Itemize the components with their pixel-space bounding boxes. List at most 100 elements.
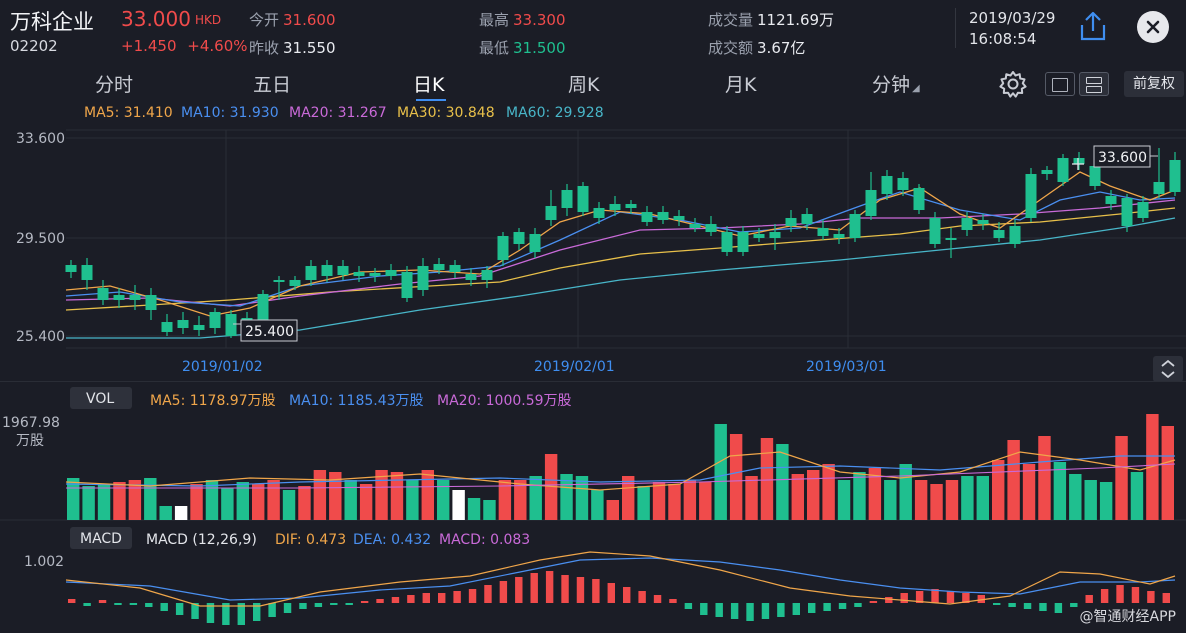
macd-value-legend: MACD: 0.083 bbox=[439, 532, 530, 548]
volume-bar bbox=[467, 498, 481, 520]
candlestick bbox=[737, 226, 749, 256]
macd-bar bbox=[499, 581, 508, 603]
tab-monthly-k[interactable]: 月K bbox=[725, 74, 757, 96]
current-price: 33.000 bbox=[121, 7, 191, 31]
candle-body bbox=[561, 190, 573, 208]
stock-code: 02202 bbox=[10, 37, 58, 55]
tab-daily-k[interactable]: 日K bbox=[413, 74, 445, 96]
candle-body bbox=[289, 280, 301, 286]
svg-text:25.400: 25.400 bbox=[245, 324, 294, 340]
macd-bar bbox=[345, 603, 353, 605]
volume-bar bbox=[1161, 426, 1174, 520]
ma20-line bbox=[65, 199, 1176, 307]
volume-bar bbox=[961, 476, 974, 520]
volume-bar bbox=[683, 480, 697, 520]
close-button[interactable] bbox=[1137, 11, 1169, 43]
crosshair-icon bbox=[1072, 158, 1084, 170]
date-tick: 2019/02/01 bbox=[534, 359, 615, 375]
volume-bar bbox=[714, 424, 727, 520]
tab-intraday[interactable]: 分时 bbox=[95, 74, 134, 96]
volume-bar bbox=[760, 438, 774, 520]
candle-body bbox=[273, 280, 285, 282]
quote-datetime: 2019/03/29 16:08:54 bbox=[969, 8, 1055, 50]
candle-body bbox=[513, 232, 525, 244]
macd-bar bbox=[885, 597, 893, 603]
candlestick bbox=[449, 260, 461, 278]
macd-bar bbox=[746, 603, 754, 621]
candle-body bbox=[1073, 158, 1085, 164]
prev-close-price: 昨收 31.550 bbox=[249, 39, 336, 57]
macd-bar bbox=[1131, 587, 1140, 603]
candle-body bbox=[1009, 226, 1021, 244]
candle-body bbox=[1169, 160, 1181, 192]
candle-body bbox=[321, 265, 333, 276]
volume-bar bbox=[514, 480, 527, 520]
candlestick bbox=[1121, 194, 1133, 232]
single-pane-button[interactable] bbox=[1045, 72, 1075, 96]
volume-bar bbox=[1130, 472, 1144, 520]
macd-max-tick: 1.002 bbox=[24, 554, 64, 570]
macd-bar bbox=[592, 579, 600, 603]
share-button[interactable] bbox=[1076, 9, 1110, 43]
macd-bar bbox=[360, 601, 369, 603]
share-icon bbox=[1080, 11, 1106, 41]
macd-bar bbox=[98, 600, 107, 603]
macd-bar bbox=[823, 603, 831, 611]
macd-bar bbox=[114, 603, 122, 605]
volume-bar bbox=[97, 484, 111, 520]
candlestick bbox=[897, 172, 909, 196]
candlestick bbox=[225, 310, 237, 338]
candlestick bbox=[1009, 220, 1021, 248]
volume-bar bbox=[128, 480, 142, 520]
tab-minute[interactable]: 分钟 ◢ bbox=[872, 70, 920, 97]
tab-weekly-k[interactable]: 周K bbox=[568, 74, 600, 96]
volume-bar bbox=[699, 482, 712, 520]
kline-chart-area[interactable]: MA5: 31.410 MA10: 31.930 MA20: 31.267 MA… bbox=[0, 100, 1186, 633]
price-tick: 29.500 bbox=[16, 231, 65, 247]
macd-bar bbox=[1100, 589, 1109, 603]
settings-button[interactable] bbox=[997, 68, 1029, 100]
candlestick bbox=[1025, 168, 1037, 222]
candle-body bbox=[897, 178, 909, 190]
turnover: 成交额 3.67亿 bbox=[708, 39, 806, 57]
candle-body bbox=[881, 176, 893, 194]
candle-body bbox=[385, 270, 397, 276]
macd-bar bbox=[977, 595, 985, 603]
macd-bar bbox=[638, 591, 646, 603]
macd-bar bbox=[1070, 603, 1078, 607]
candle-body bbox=[785, 218, 797, 226]
candlestick bbox=[609, 196, 621, 216]
candlestick bbox=[913, 184, 925, 214]
volume-bar bbox=[344, 480, 357, 520]
candlestick bbox=[817, 220, 829, 240]
macd-bar bbox=[268, 603, 276, 617]
candle-body bbox=[65, 265, 77, 272]
price-adjust-button[interactable]: 前复权 bbox=[1124, 71, 1184, 97]
candlestick bbox=[1073, 152, 1085, 170]
volume-bar bbox=[868, 468, 882, 520]
gear-icon bbox=[999, 71, 1027, 98]
volume-bar bbox=[637, 486, 650, 520]
dea-line bbox=[65, 557, 1176, 601]
macd-bar bbox=[530, 573, 538, 603]
candlestick bbox=[65, 260, 77, 278]
tab-five-day[interactable]: 五日 bbox=[253, 74, 292, 96]
volume-bar bbox=[190, 484, 203, 520]
candlestick bbox=[993, 222, 1005, 242]
dual-pane-button[interactable] bbox=[1079, 72, 1109, 96]
macd-legend: MACD MACD (12,26,9) DIF: 0.473 DEA: 0.43… bbox=[24, 527, 530, 570]
candlestick bbox=[497, 232, 509, 266]
macd-bar bbox=[160, 603, 168, 611]
candlestick bbox=[801, 208, 813, 230]
candle-body bbox=[1105, 196, 1117, 204]
volume-bar bbox=[529, 476, 542, 520]
collapse-button[interactable] bbox=[1153, 356, 1183, 382]
volume-bar bbox=[298, 486, 311, 520]
price-tick: 25.400 bbox=[16, 329, 65, 345]
volume-bar bbox=[437, 480, 450, 520]
volume-bar bbox=[144, 478, 157, 520]
close-icon bbox=[1146, 20, 1160, 34]
single-pane-icon bbox=[1052, 78, 1068, 92]
candle-body bbox=[1137, 202, 1149, 218]
ma20-legend: MA20: 31.267 bbox=[289, 105, 387, 121]
